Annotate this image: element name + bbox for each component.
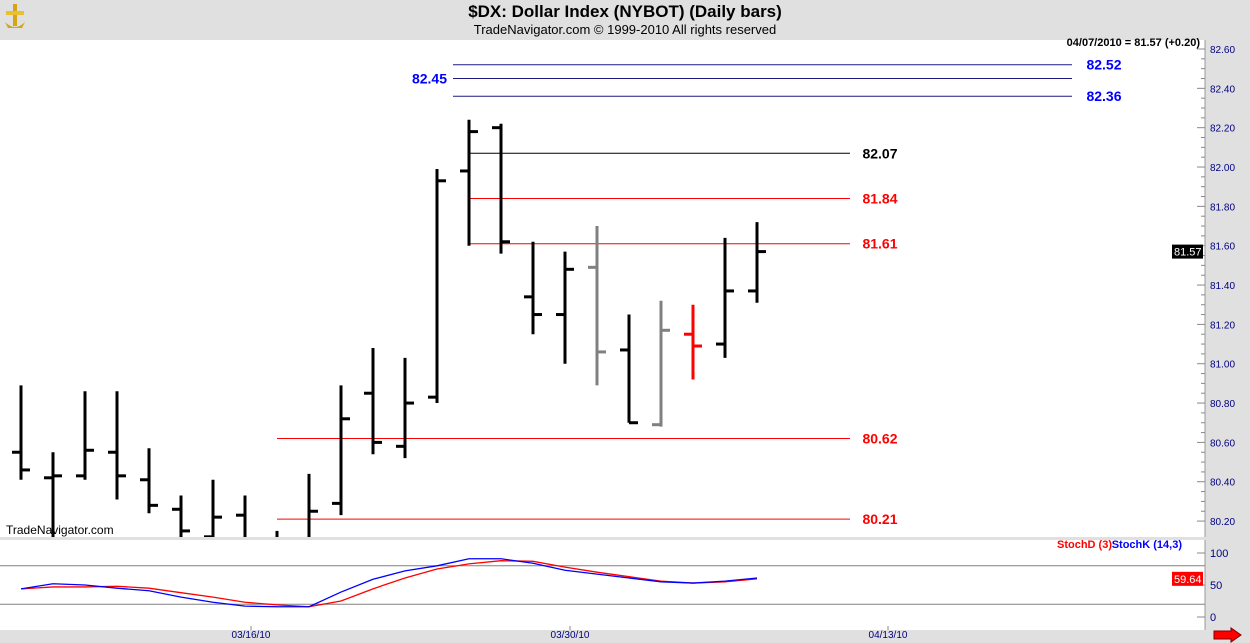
ohlc-bar-12 (396, 357, 414, 459)
price-panel (0, 40, 1205, 537)
last-quote: 04/07/2010 = 81.57 (+0.20) (1067, 37, 1201, 49)
ohlc-bar-0 (12, 385, 30, 480)
date-tick-label: 03/16/10 (232, 630, 271, 641)
level-label-3: 82.07 (862, 145, 897, 161)
ohlc-bar-17 (556, 251, 574, 364)
price-tick-label: 80.80 (1210, 399, 1235, 410)
ohlc-bar-18 (588, 226, 606, 386)
level-label-1: 82.45 (412, 71, 447, 87)
ohlc-bar-7 (236, 495, 247, 537)
stochastic-panel (0, 540, 1205, 630)
ohlc-bar-10 (332, 385, 350, 516)
chart-header: $DX: Dollar Index (NYBOT) (Daily bars) T… (0, 0, 1250, 40)
level-label-0: 82.52 (1086, 57, 1121, 73)
ohlc-bar-9 (307, 473, 318, 537)
level-label-7: 80.21 (862, 511, 897, 527)
chart-title: $DX: Dollar Index (NYBOT) (Daily bars) (468, 2, 782, 21)
ohlc-bar-1 (44, 452, 62, 537)
price-tick-label: 82.00 (1210, 163, 1235, 174)
stoch-series-1 (20, 558, 758, 608)
price-tick-label: 80.40 (1210, 478, 1235, 489)
price-tick-label: 80.20 (1210, 517, 1235, 528)
ohlc-bar-16 (524, 241, 542, 335)
stoch-series-0 (20, 560, 758, 608)
ohlc-bar-2 (76, 391, 94, 480)
ohlc-bar-11 (364, 347, 382, 455)
stoch-tick-label: 100 (1210, 548, 1228, 560)
level-label-6: 80.62 (862, 430, 897, 446)
stoch-tick-label: 50 (1210, 580, 1222, 592)
ohlc-bar-20 (652, 300, 670, 427)
price-tick-label: 81.20 (1210, 320, 1235, 331)
price-tick-label: 81.80 (1210, 202, 1235, 213)
stoch-tick-label: 0 (1210, 612, 1216, 624)
ohlc-bar-6 (204, 479, 222, 537)
price-tick-label: 81.60 (1210, 242, 1235, 253)
date-tick-label: 04/13/10 (869, 630, 908, 641)
level-label-2: 82.36 (1086, 88, 1121, 104)
ohlc-bar-5 (172, 495, 190, 537)
stoch-last-label: 59.64 (1174, 574, 1202, 586)
price-tick-label: 80.60 (1210, 438, 1235, 449)
price-tick-label: 81.00 (1210, 360, 1235, 371)
ohlc-bar-19 (620, 314, 638, 425)
ohlc-bar-3 (108, 391, 126, 500)
last-price-label: 81.57 (1174, 247, 1202, 259)
ohlc-bar-4 (140, 448, 158, 514)
level-label-5: 81.61 (862, 236, 897, 252)
last-price-marker (1172, 244, 1203, 259)
chart-subtitle: TradeNavigator.com © 1999-2010 All right… (473, 22, 777, 37)
price-tick-label: 82.60 (1210, 45, 1235, 56)
price-tick-label: 81.40 (1210, 281, 1235, 292)
ohlc-bar-23 (748, 222, 766, 303)
watermark: TradeNavigator.com (6, 523, 114, 537)
price-tick-label: 82.40 (1210, 84, 1235, 95)
date-tick-label: 03/30/10 (551, 630, 590, 641)
trade-navigator-logo-icon (5, 4, 25, 28)
legend-stochk: StochK (14,3) (1112, 539, 1183, 551)
ohlc-bar-15 (492, 123, 510, 254)
ohlc-bar-22 (716, 237, 734, 358)
level-label-4: 81.84 (862, 190, 897, 206)
price-tick-label: 82.20 (1210, 124, 1235, 135)
scroll-right-arrow-icon[interactable] (1213, 627, 1243, 643)
ohlc-bar-21 (684, 304, 702, 380)
ohlc-bar-13 (428, 168, 446, 404)
stoch-last-marker (1172, 571, 1203, 586)
legend-stochd: StochD (3) (1057, 539, 1112, 551)
ohlc-bar-14 (460, 119, 478, 246)
